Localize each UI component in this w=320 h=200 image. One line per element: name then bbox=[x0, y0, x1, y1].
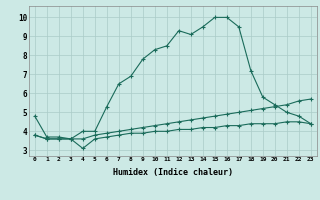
X-axis label: Humidex (Indice chaleur): Humidex (Indice chaleur) bbox=[113, 168, 233, 177]
